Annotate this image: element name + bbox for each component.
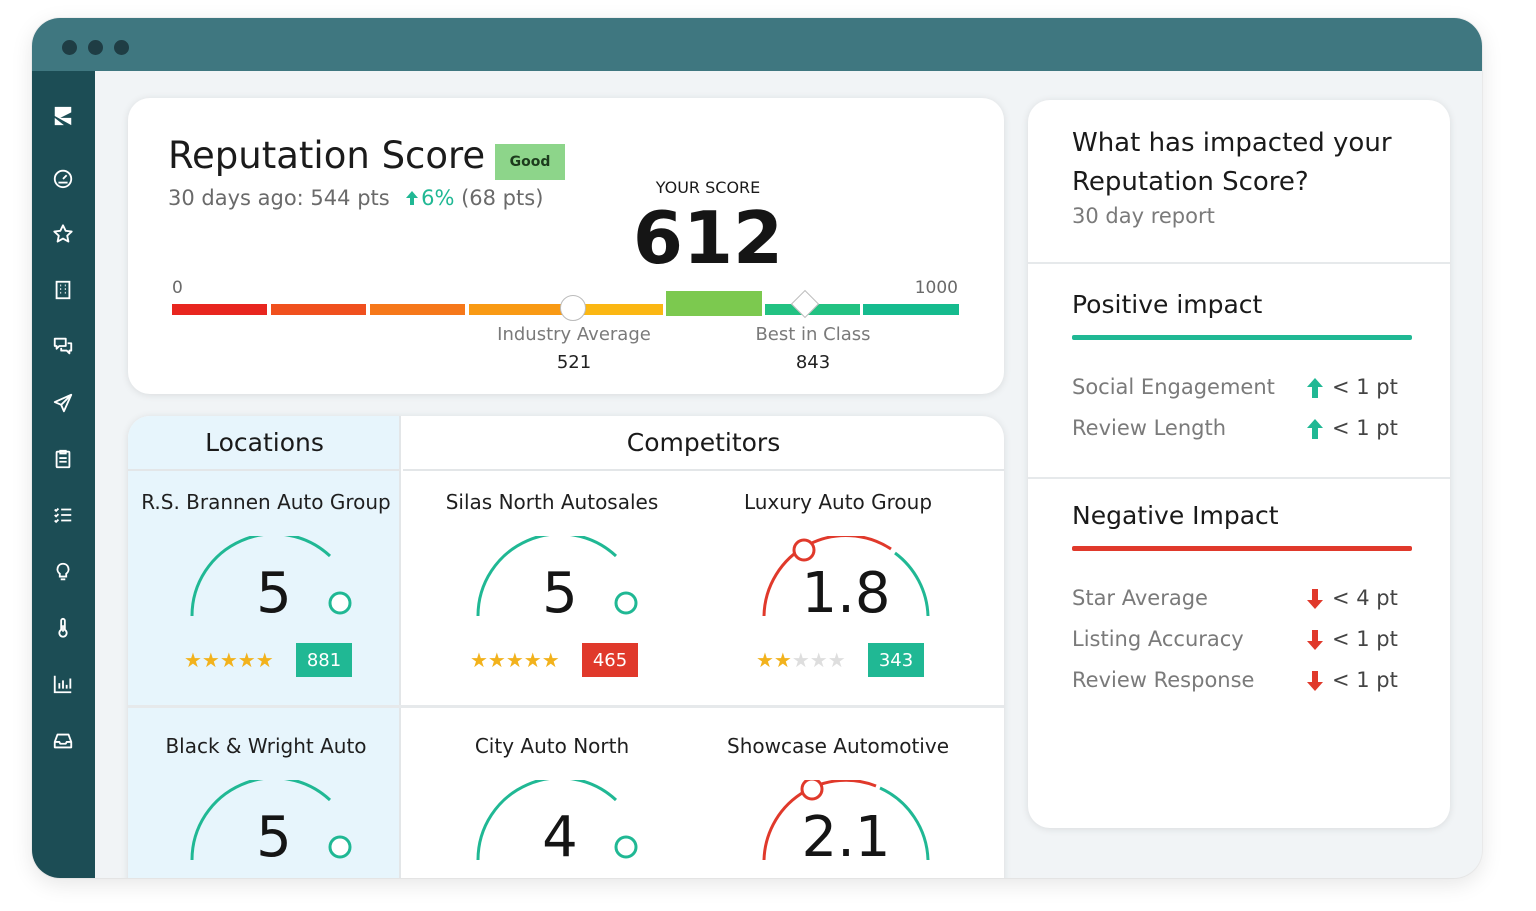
- window-dot-icon[interactable]: [62, 40, 77, 55]
- row-divider: [128, 705, 1004, 708]
- impact-item-value: < 1 pt: [1332, 375, 1398, 399]
- rating-value: 5: [256, 561, 292, 626]
- your-score-value: 612: [632, 196, 784, 280]
- status-badge: Good: [495, 144, 565, 180]
- scale-segment: [370, 304, 465, 315]
- competitors-header[interactable]: Competitors: [403, 416, 1004, 471]
- scale-segment: [469, 304, 564, 315]
- impact-item-label: Star Average: [1072, 586, 1208, 610]
- scale-segment: [172, 304, 267, 315]
- checklist-icon[interactable]: [50, 502, 76, 528]
- locations-column: [128, 416, 401, 878]
- change-points: (68 pts): [461, 186, 544, 210]
- change-up-arrow-icon: [396, 186, 421, 210]
- arrow-up-icon: [1307, 378, 1323, 398]
- section-divider: [1028, 262, 1450, 264]
- window-dot-icon[interactable]: [88, 40, 103, 55]
- impact-item-label: Review Length: [1072, 416, 1227, 440]
- competitor-name: Luxury Auto Group: [743, 490, 933, 514]
- clipboard-icon[interactable]: [50, 446, 76, 472]
- positive-impact-title: Positive impact: [1072, 290, 1263, 319]
- locations-header[interactable]: Locations: [128, 416, 401, 471]
- your-score-segment: [666, 291, 762, 316]
- star-rating: ★★★★★: [470, 648, 560, 672]
- best-in-class-label: Best in Class: [755, 324, 871, 345]
- industry-average-marker: [560, 295, 586, 321]
- lightbulb-icon[interactable]: [50, 559, 76, 585]
- positive-impact-bar: [1072, 335, 1412, 340]
- impact-item-value: < 1 pt: [1332, 668, 1398, 692]
- logo-icon[interactable]: [50, 103, 76, 129]
- location-name: Black & Wright Auto: [165, 734, 367, 758]
- arrow-down-icon: [1307, 589, 1323, 609]
- impact-subtitle: 30 day report: [1072, 204, 1215, 228]
- impact-item-value: < 1 pt: [1332, 627, 1398, 651]
- impact-item-label: Social Engagement: [1072, 375, 1275, 399]
- section-divider: [1028, 477, 1450, 479]
- rating-value: 5: [256, 805, 292, 870]
- impact-item-value: < 4 pt: [1332, 586, 1398, 610]
- rating-gauge: [476, 536, 638, 617]
- rating-gauge: [762, 536, 930, 617]
- arrow-up-icon: [1307, 419, 1323, 439]
- star-rating: ★★★★★: [756, 648, 846, 672]
- previous-score-summary: 30 days ago: 544 pts 6% (68 pts): [168, 186, 543, 210]
- star-rating: ★★★★★: [184, 648, 274, 672]
- impact-item-label: Review Response: [1072, 668, 1255, 692]
- inbox-icon[interactable]: [50, 728, 76, 754]
- sidebar: [32, 71, 95, 878]
- chat-bubbles-icon[interactable]: [50, 333, 76, 359]
- star-icon[interactable]: [50, 221, 76, 247]
- review-count-badge: 881: [296, 643, 352, 677]
- reputation-score-title: Reputation Score: [168, 134, 486, 177]
- rating-gauge: [476, 780, 638, 861]
- impact-card: What has impacted your Reputation Score?…: [1028, 100, 1450, 828]
- comparison-card: Locations Competitors R.S. Brannen Auto …: [128, 416, 1004, 878]
- dashboard-gauge-icon[interactable]: [50, 165, 76, 191]
- impact-title: What has impacted your Reputation Score?: [1072, 128, 1392, 197]
- building-icon[interactable]: [50, 277, 76, 303]
- competitor-name: Showcase Automotive: [727, 734, 949, 758]
- reputation-score-card: Reputation Score Good 30 days ago: 544 p…: [128, 98, 1004, 394]
- rating-value: 2.1: [801, 805, 891, 870]
- competitor-name: City Auto North: [474, 734, 630, 758]
- industry-average-label: Industry Average: [497, 324, 651, 345]
- scale-max-label: 1000: [914, 278, 958, 298]
- negative-impact-bar: [1072, 546, 1412, 551]
- change-percent: 6%: [421, 186, 455, 210]
- review-count-badge: 465: [582, 643, 638, 677]
- impact-item-value: < 1 pt: [1332, 416, 1398, 440]
- thermometer-icon[interactable]: [50, 615, 76, 641]
- competitor-name: Silas North Autosales: [445, 490, 659, 514]
- rating-gauge: [190, 536, 352, 617]
- rating-value: 4: [542, 805, 578, 870]
- previous-score-text: 30 days ago: 544 pts: [168, 186, 390, 210]
- rating-gauge: [762, 780, 930, 861]
- title-bar: [32, 18, 1482, 71]
- window-dot-icon[interactable]: [114, 40, 129, 55]
- best-in-class-value: 843: [795, 352, 831, 373]
- negative-impact-title: Negative Impact: [1072, 501, 1279, 530]
- scale-segment: [271, 304, 366, 315]
- industry-average-value: 521: [556, 352, 592, 373]
- review-count-badge: 343: [868, 643, 924, 677]
- arrow-down-icon: [1307, 671, 1323, 691]
- bar-chart-icon[interactable]: [50, 671, 76, 697]
- scale-segment: [863, 304, 959, 315]
- scale-segment: [568, 304, 663, 315]
- app-window: Reputation Score Good 30 days ago: 544 p…: [32, 18, 1482, 878]
- paper-plane-icon[interactable]: [50, 390, 76, 416]
- location-name: R.S. Brannen Auto Group: [141, 490, 391, 514]
- scale-min-label: 0: [172, 278, 183, 298]
- impact-item-label: Listing Accuracy: [1072, 627, 1244, 651]
- arrow-down-icon: [1307, 630, 1323, 650]
- rating-gauge: [190, 780, 352, 861]
- rating-value: 5: [542, 561, 578, 626]
- rating-value: 1.8: [801, 561, 891, 626]
- your-score-label: YOUR SCORE: [655, 178, 761, 197]
